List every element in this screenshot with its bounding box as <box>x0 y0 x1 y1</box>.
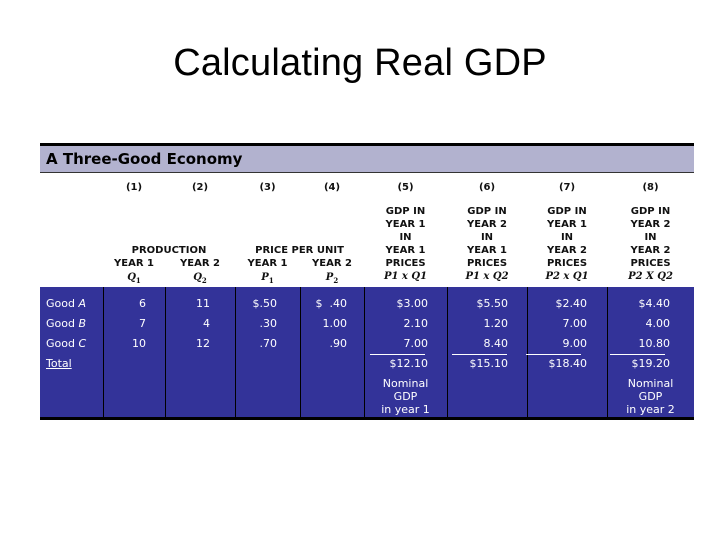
col-divider <box>300 287 301 417</box>
cell-a-6: $5.50 <box>476 297 509 310</box>
total-8: $19.20 <box>631 357 671 370</box>
year-label-p2: YEAR 2 <box>312 258 352 269</box>
gdp-header-5: GDP IN YEAR 1 IN YEAR 1 PRICES P1 x Q1 <box>364 205 447 283</box>
col-number-8: (8) <box>642 182 659 193</box>
col-divider <box>364 287 365 417</box>
col-number-3: (3) <box>259 182 276 193</box>
row-label-good-b: Good B <box>46 317 87 330</box>
row-label-good-c: Good C <box>46 337 87 350</box>
col-number-5: (5) <box>397 182 414 193</box>
note-nominal-gdp-year2: Nominal GDP in year 2 <box>626 377 675 416</box>
col-divider <box>165 287 166 417</box>
table-header: (1) (2) (3) (4) (5) (6) (7) (8) PRODUCTI… <box>40 173 694 287</box>
col-divider <box>607 287 608 417</box>
gdp-table: A Three-Good Economy (1) (2) (3) (4) (5)… <box>40 143 694 420</box>
year-label-q1: YEAR 1 <box>114 258 154 269</box>
production-group-header: PRODUCTION <box>131 245 207 256</box>
col-number-4: (4) <box>323 182 341 193</box>
total-5: $12.10 <box>389 357 429 370</box>
cell-c-7: 9.00 <box>562 337 588 350</box>
cell-b-8: 4.00 <box>645 317 671 330</box>
cell-b-6: 1.20 <box>483 317 509 330</box>
col-divider <box>527 287 528 417</box>
cell-c-3: .70 <box>259 337 278 350</box>
col-number-1: (1) <box>125 182 143 193</box>
gdp-header-6: GDP IN YEAR 2 IN YEAR 1 PRICES P1 x Q2 <box>447 205 527 283</box>
table-caption: A Three-Good Economy <box>40 146 694 173</box>
cell-c-2: 12 <box>196 337 210 350</box>
total-6: $15.10 <box>469 357 509 370</box>
year-label-p1: YEAR 1 <box>247 258 288 269</box>
row-label-total: Total <box>46 357 72 370</box>
cell-a-1: 6 <box>139 297 146 310</box>
slide-title: Calculating Real GDP <box>173 42 547 84</box>
cell-c-5: 7.00 <box>403 337 429 350</box>
row-label-good-a: Good A <box>46 297 86 310</box>
formula-5: P1 x Q1 <box>383 271 428 282</box>
sum-rule-6 <box>452 354 507 355</box>
cell-a-2: 11 <box>196 297 210 310</box>
cell-b-7: 7.00 <box>562 317 588 330</box>
sum-rule-7 <box>526 354 581 355</box>
gdp-header-7: GDP IN YEAR 1 IN YEAR 2 PRICES P2 x Q1 <box>527 205 607 283</box>
cell-a-4: $ .40 <box>315 297 348 310</box>
formula-7: P2 x Q1 <box>545 271 589 282</box>
cell-a-5: $3.00 <box>396 297 429 310</box>
cell-b-4: 1.00 <box>322 317 348 330</box>
sum-rule-5 <box>370 354 425 355</box>
symbol-q2: Q2 <box>193 272 207 285</box>
symbol-p2: P2 <box>325 272 339 285</box>
col-divider <box>103 287 104 417</box>
symbol-q1: Q1 <box>127 272 141 285</box>
gdp-header-8: GDP IN YEAR 2 IN YEAR 2 PRICES P2 X Q2 <box>607 205 694 283</box>
formula-8: P2 X Q2 <box>628 271 673 282</box>
cell-c-8: 10.80 <box>638 337 671 350</box>
symbol-p1: P1 <box>261 272 274 285</box>
table-top-rule <box>40 143 694 146</box>
cell-c-6: 8.40 <box>483 337 509 350</box>
col-number-6: (6) <box>478 182 496 193</box>
cell-a-8: $4.40 <box>638 297 671 310</box>
price-group-header: PRICE PER UNIT <box>255 245 344 256</box>
table-body: Good A 6 11 $.50 $ .40 $3.00 $5.50 $2.40… <box>40 287 694 420</box>
year-label-q2: YEAR 2 <box>180 258 220 269</box>
col-divider <box>447 287 448 417</box>
col-divider <box>235 287 236 417</box>
cell-b-3: .30 <box>259 317 278 330</box>
cell-b-1: 7 <box>139 317 146 330</box>
cell-b-5: 2.10 <box>403 317 429 330</box>
cell-c-1: 10 <box>132 337 146 350</box>
col-number-2: (2) <box>191 182 209 193</box>
sum-rule-8 <box>610 354 665 355</box>
note-nominal-gdp-year1: Nominal GDP in year 1 <box>381 377 430 416</box>
cell-b-2: 4 <box>203 317 210 330</box>
cell-a-3: $.50 <box>252 297 278 310</box>
cell-a-7: $2.40 <box>555 297 588 310</box>
total-7: $18.40 <box>548 357 588 370</box>
formula-6: P1 x Q2 <box>465 271 509 282</box>
cell-c-4: .90 <box>329 337 348 350</box>
col-number-7: (7) <box>558 182 576 193</box>
